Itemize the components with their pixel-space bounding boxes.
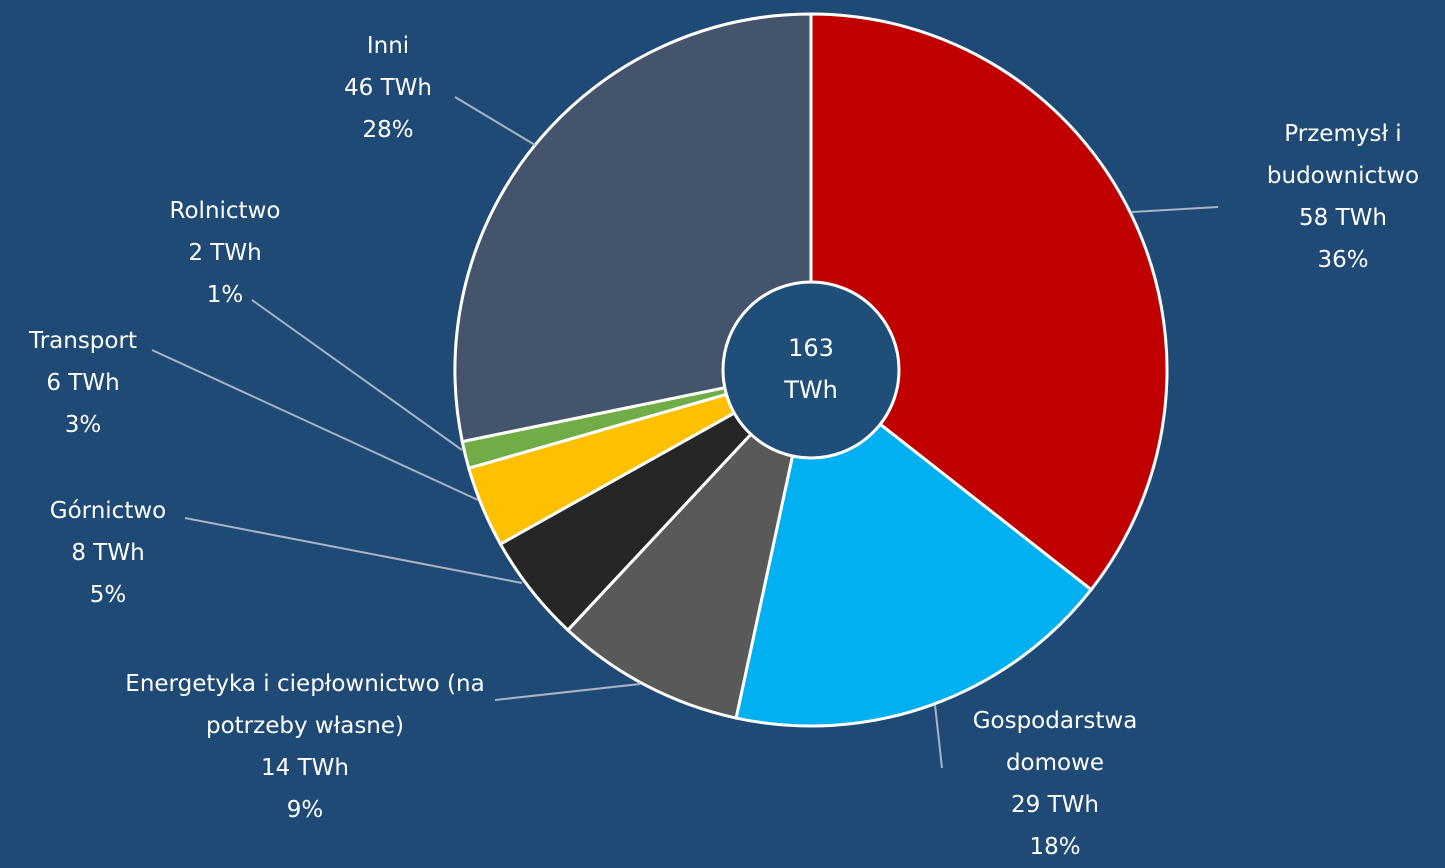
category-label: Transport (29, 328, 137, 354)
percent-label: 36% (1317, 247, 1369, 273)
percent-label: 9% (286, 797, 324, 823)
slice-label: Inni 46 TWh 28% (298, 25, 478, 151)
slice (565, 365, 814, 720)
category-label: Energetyka i ciepłownictwo (na potrzeby … (125, 671, 485, 739)
category-label: Górnictwo (49, 498, 167, 524)
center-label: TWh (783, 376, 838, 404)
leader-line (934, 704, 943, 769)
category-label: Rolnictwo (169, 198, 281, 224)
value-label: 6 TWh (46, 370, 120, 396)
slice-label: Transport 6 TWh 3% (0, 320, 173, 446)
slice-label: Gospodarstwa domowe 29 TWh 18% (945, 700, 1165, 868)
leader-line (251, 299, 463, 451)
leader-line (454, 96, 536, 146)
slice (809, 12, 1169, 592)
slice (734, 367, 1094, 728)
leader-line (151, 349, 479, 501)
leader-line (494, 683, 641, 701)
slice (453, 12, 813, 444)
value-label: 58 TWh (1299, 205, 1387, 231)
center-label: 163 (788, 334, 834, 362)
value-label: 2 TWh (188, 240, 262, 266)
leader-line (1131, 206, 1219, 213)
value-label: 14 TWh (261, 755, 349, 781)
slice-label: Energetyka i ciepłownictwo (na potrzeby … (95, 663, 515, 831)
category-label: Przemysł i budownictwo (1266, 121, 1420, 189)
leader-line (184, 517, 523, 584)
value-label: 8 TWh (71, 540, 145, 566)
category-label: Gospodarstwa domowe (972, 708, 1138, 776)
slice-label: Górnictwo 8 TWh 5% (18, 490, 198, 616)
percent-label: 3% (64, 412, 102, 438)
percent-label: 1% (206, 282, 244, 308)
value-label: 46 TWh (344, 75, 432, 101)
percent-label: 5% (89, 582, 127, 608)
value-label: 29 TWh (1011, 792, 1099, 818)
percent-label: 18% (1029, 834, 1081, 860)
percent-label: 28% (362, 117, 414, 143)
center-hole (721, 280, 901, 460)
slice-label: Rolnictwo 2 TWh 1% (135, 190, 315, 316)
slice-label: Przemysł i budownictwo 58 TWh 36% (1243, 113, 1443, 281)
category-label: Inni (366, 33, 410, 59)
